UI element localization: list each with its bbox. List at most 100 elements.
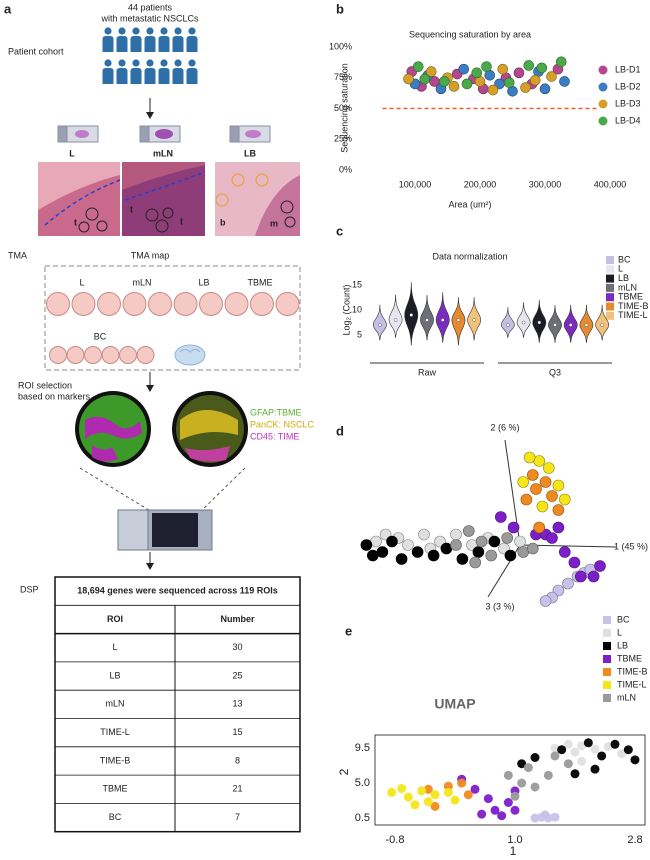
y-tick-label: 5 xyxy=(357,329,362,339)
legend-swatch xyxy=(598,82,608,92)
tma-box xyxy=(44,265,301,371)
point xyxy=(497,811,507,821)
person-body xyxy=(116,68,128,84)
y-tick-label: 5.0 xyxy=(355,777,370,789)
legend-swatch xyxy=(598,116,608,126)
legend-swatch xyxy=(603,655,611,663)
point xyxy=(403,792,413,802)
point xyxy=(540,810,550,820)
table-cell: BC xyxy=(109,812,122,822)
person-body xyxy=(172,36,184,52)
point xyxy=(546,71,557,82)
point xyxy=(488,535,501,548)
person-head xyxy=(132,27,140,35)
legend-swatch xyxy=(598,99,608,109)
point xyxy=(617,749,627,759)
point xyxy=(427,549,440,562)
point xyxy=(470,784,480,794)
y-tick-label: 50% xyxy=(334,103,352,113)
table-border xyxy=(54,576,301,833)
point xyxy=(523,60,535,71)
median-dot xyxy=(584,323,589,327)
point xyxy=(536,500,549,513)
legend-label: BC xyxy=(618,254,631,264)
median-dot xyxy=(600,323,604,327)
point xyxy=(423,797,433,807)
y-tick-label: 100% xyxy=(329,41,352,51)
marker-label: PanCK: NSCLC xyxy=(250,419,315,429)
y-axis-label: Log₂ (Count) xyxy=(341,284,351,335)
cohort-label: Patient cohort xyxy=(8,46,64,56)
point xyxy=(430,790,440,800)
pca-axis-label: 3 (3 %) xyxy=(485,601,514,611)
point xyxy=(510,791,520,801)
roi-label: based on markers xyxy=(18,391,91,401)
point xyxy=(457,778,467,788)
point xyxy=(419,73,431,85)
person-head xyxy=(174,27,182,35)
point xyxy=(514,535,526,548)
table-cell: 8 xyxy=(235,755,240,765)
sample-label: L xyxy=(69,148,75,158)
point xyxy=(563,739,573,749)
tma-core xyxy=(173,292,198,316)
person-body xyxy=(158,36,170,52)
person-head xyxy=(104,27,112,35)
panel-label: e xyxy=(345,623,352,638)
histology-label: t xyxy=(130,204,133,214)
roi-label: ROI selection xyxy=(18,380,72,390)
legend-swatch xyxy=(606,283,614,292)
legend-swatch xyxy=(606,293,614,302)
table-cell: 21 xyxy=(232,784,242,794)
pca-axis-label: 1 (45 %) xyxy=(614,541,648,551)
point xyxy=(530,483,542,495)
patient-icons xyxy=(102,27,198,84)
dsp-slide xyxy=(117,509,213,551)
chart-title: Sequencing saturation by area xyxy=(409,29,531,39)
legend-label: LB-D4 xyxy=(615,115,641,125)
cohort-title: with metastatic NSCLCs xyxy=(100,13,199,23)
y-axis-label: Sequencing saturation xyxy=(339,63,349,153)
point xyxy=(443,787,453,797)
violin xyxy=(435,292,450,343)
point xyxy=(430,801,440,811)
legend-swatch xyxy=(598,65,608,75)
point xyxy=(443,781,453,791)
cohort-title: 44 patients xyxy=(128,2,173,12)
point xyxy=(520,82,531,93)
median-dot xyxy=(378,323,382,327)
charts: Sequencing saturation by area Area (um²) S… xyxy=(329,29,649,858)
point xyxy=(438,76,450,87)
legend-swatch xyxy=(606,274,614,283)
point xyxy=(530,813,540,823)
legend-label: LB-D1 xyxy=(615,64,641,74)
median-dot xyxy=(568,323,573,327)
legend-swatch xyxy=(603,616,611,624)
y-tick-label: 0.5 xyxy=(355,812,370,824)
point xyxy=(530,753,540,762)
point xyxy=(530,782,540,792)
point xyxy=(504,549,517,562)
point xyxy=(623,745,633,755)
median-dot xyxy=(553,323,557,327)
legend-swatch xyxy=(603,681,611,689)
person-head xyxy=(188,27,196,35)
sample-label: LB xyxy=(244,148,256,158)
panel-label: d xyxy=(336,423,344,438)
y-tick-label: 10 xyxy=(352,304,362,314)
point xyxy=(418,528,430,541)
tma-core xyxy=(148,292,172,316)
person-head xyxy=(118,59,126,67)
point xyxy=(412,61,424,72)
point xyxy=(483,794,493,804)
table-header: ROI xyxy=(107,614,123,624)
point xyxy=(448,81,460,92)
person-head xyxy=(188,59,196,67)
tma-column: mLN xyxy=(132,277,151,287)
violin xyxy=(373,304,387,341)
point xyxy=(417,786,427,796)
chart-title: UMAP xyxy=(434,696,475,712)
legend-label: LB xyxy=(618,273,629,283)
point xyxy=(562,577,574,590)
person-body xyxy=(130,36,142,52)
